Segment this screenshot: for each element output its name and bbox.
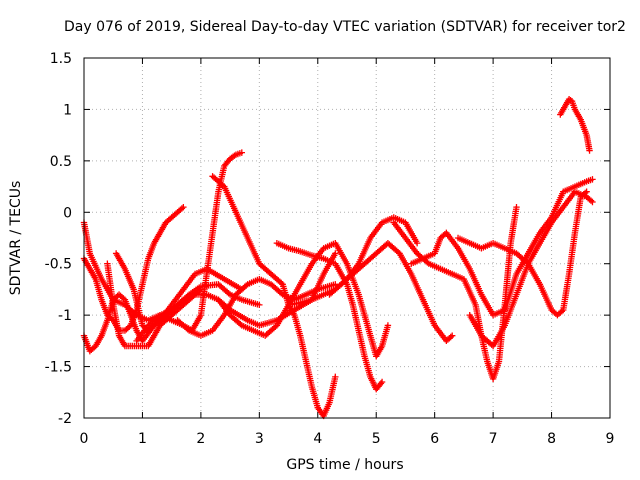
data-point — [332, 250, 339, 257]
data-point — [332, 373, 339, 381]
data-point — [242, 282, 250, 289]
data-point — [180, 203, 187, 211]
data-point — [377, 380, 385, 387]
x-tick-label: 9 — [606, 431, 615, 447]
data-point — [589, 176, 596, 183]
series-track-17 — [557, 95, 593, 154]
data-point — [178, 205, 186, 212]
series-track-10 — [273, 239, 386, 393]
data-point — [238, 149, 245, 156]
data-point — [558, 308, 565, 315]
data-point — [278, 279, 285, 287]
data-point — [447, 333, 454, 341]
x-tick-label: 1 — [138, 431, 147, 447]
x-tick-label: 3 — [255, 431, 264, 447]
data-point — [126, 323, 133, 330]
data-point — [231, 152, 238, 159]
data-point — [225, 290, 232, 297]
data-point — [449, 332, 456, 339]
grid — [84, 58, 610, 418]
data-point — [378, 378, 386, 386]
chart-title: Day 076 of 2019, Sidereal Day-to-day VTE… — [64, 19, 626, 35]
y-tick-label: 0.5 — [50, 154, 72, 170]
y-tick-label: -1 — [58, 308, 72, 324]
y-tick-label: 1 — [63, 102, 72, 118]
data-point — [219, 182, 227, 189]
plot-frame — [83, 57, 611, 419]
series-track-7 — [209, 173, 339, 420]
data-point — [120, 295, 127, 302]
data-point — [278, 290, 285, 297]
data-point — [256, 301, 263, 309]
series-track-4 — [104, 260, 205, 350]
x-tick-label: 5 — [372, 431, 381, 447]
series-track-12 — [326, 239, 456, 345]
data-point — [587, 197, 595, 204]
y-tick-label: -0.5 — [45, 257, 72, 273]
data-point — [586, 147, 593, 154]
y-tick-label: -1.5 — [45, 360, 72, 376]
x-tick-label: 7 — [489, 431, 498, 447]
x-tick-label: 4 — [313, 431, 322, 447]
data-point — [589, 198, 596, 206]
y-tick-label: 0 — [63, 205, 72, 221]
data-point — [513, 203, 520, 211]
series-track-16 — [466, 188, 596, 350]
data-point — [413, 239, 421, 247]
series-layer — [80, 95, 596, 420]
data-point — [384, 322, 392, 329]
series-track-9 — [215, 239, 392, 360]
y-tick-label: -2 — [58, 411, 72, 427]
y-axis-label: SDTVAR / TECUs — [8, 181, 24, 296]
x-tick-label: 6 — [430, 431, 439, 447]
x-tick-label: 8 — [547, 431, 556, 447]
data-point — [184, 326, 191, 333]
y-tick-label: 1.5 — [50, 51, 72, 67]
x-axis-label: GPS time / hours — [286, 457, 403, 473]
x-tick-label: 2 — [196, 431, 205, 447]
series-track-14 — [408, 176, 596, 319]
x-tick-label: 0 — [80, 431, 89, 447]
axes: 0 1 2 3 4 5 6 7 8 9 -2 -1.5 -1 -0.5 0 0.5 1 1.5 — [45, 51, 615, 447]
data-point — [237, 320, 244, 328]
data-point — [424, 259, 431, 266]
